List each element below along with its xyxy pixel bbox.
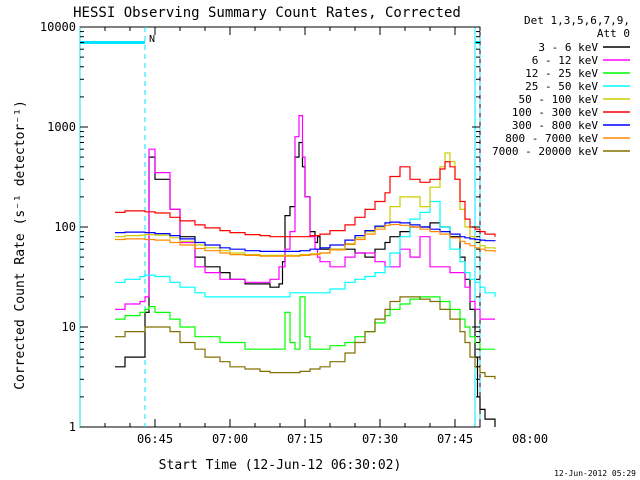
series-group [115,115,496,427]
axes: 1 10 100 1000 10000 06:45 07:00 07:15 07:30 07:45… [40,20,548,446]
chart-title: HESSI Observing Summary Count Rates, Cor… [73,5,461,21]
y-tick-label-2: 100 [54,220,76,234]
legend-label-7: 800 - 7000 keV [505,132,598,145]
x-tick-label-0: 06:45 [137,432,173,446]
y-tick-label-0: 1 [69,420,76,434]
x-tick-label-3: 07:30 [362,432,398,446]
series-line-8 [115,296,496,380]
y-axis-label: Corrected Count Rate (s⁻¹ detector⁻¹) [13,100,28,390]
legend-label-1: 6 - 12 keV [532,54,599,67]
series-line-7 [115,223,496,257]
series-line-2 [115,296,495,350]
plot-area: N 1 10 100 1000 10000 06:45 07:00 07:15 07:30 07:… [40,20,548,446]
legend-label-3: 25 - 50 keV [525,80,598,93]
series-line-3 [115,200,496,298]
legend-header-line2: Att 0 [597,27,630,40]
legend-label-4: 50 - 100 keV [519,93,599,106]
legend-header-line1: Det 1,3,5,6,7,9, [524,14,630,27]
series-line-5 [115,161,496,238]
legend-label-8: 7000 - 20000 keV [492,145,598,158]
series-line-1 [115,115,495,320]
legend-label-5: 100 - 300 keV [512,106,598,119]
legend-label-6: 300 - 800 keV [512,119,598,132]
series-line-6 [115,221,496,252]
x-tick-label-4: 07:45 [437,432,473,446]
legend-label-2: 12 - 25 keV [525,67,598,80]
x-tick-label-1: 07:00 [212,432,248,446]
y-tick-label-1: 10 [62,320,76,334]
legend-label-0: 3 - 6 keV [538,41,598,54]
night-marker-label: N [149,34,155,45]
y-tick-label-4: 10000 [40,20,76,34]
x-tick-label-2: 07:15 [287,432,323,446]
timestamp: 12-Jun-2012 05:29 [554,469,636,478]
x-axis-label: Start Time (12-Jun-12 06:30:02) [159,458,402,473]
x-tick-label-5: 08:00 [512,432,548,446]
y-tick-label-3: 1000 [47,120,76,134]
